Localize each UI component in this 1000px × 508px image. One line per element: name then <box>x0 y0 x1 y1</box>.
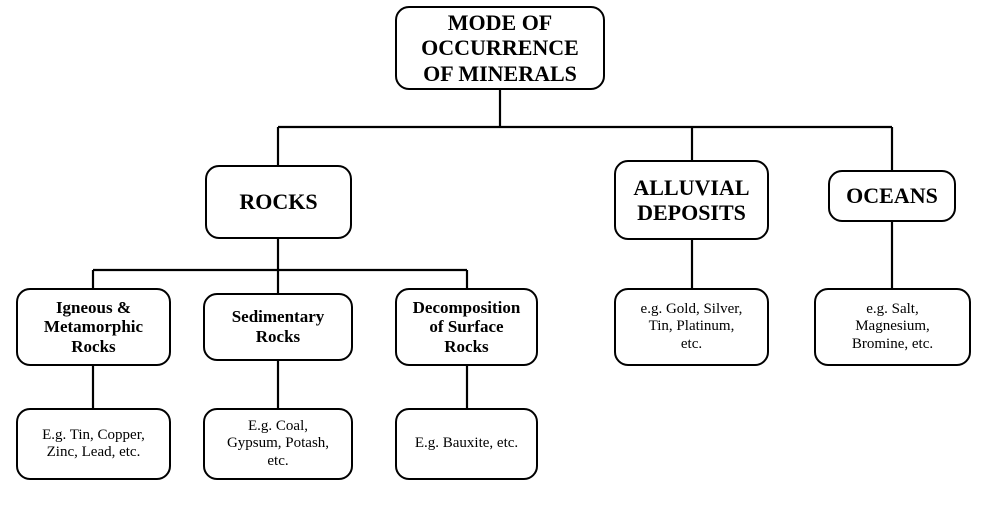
node-oceans: OCEANS <box>828 170 956 222</box>
node-alluvial: ALLUVIALDEPOSITS <box>614 160 769 240</box>
node-sedimentary-example: E.g. Coal,Gypsum, Potash,etc. <box>203 408 353 480</box>
node-oceans-example: e.g. Salt,Magnesium,Bromine, etc. <box>814 288 971 366</box>
node-decomp-example: E.g. Bauxite, etc. <box>395 408 538 480</box>
node-decomp-label: Decompositionof SurfaceRocks <box>413 298 521 357</box>
node-alluvial-example-label: e.g. Gold, Silver,Tin, Platinum,etc. <box>641 301 743 353</box>
node-alluvial-example: e.g. Gold, Silver,Tin, Platinum,etc. <box>614 288 769 366</box>
node-alluvial-label: ALLUVIALDEPOSITS <box>633 175 749 226</box>
node-sedimentary: SedimentaryRocks <box>203 293 353 361</box>
node-decomp: Decompositionof SurfaceRocks <box>395 288 538 366</box>
node-igneous-example-label: E.g. Tin, Copper,Zinc, Lead, etc. <box>42 427 145 462</box>
node-oceans-label: OCEANS <box>846 183 938 208</box>
node-sedimentary-example-label: E.g. Coal,Gypsum, Potash,etc. <box>227 418 329 470</box>
node-decomp-example-label: E.g. Bauxite, etc. <box>415 435 518 452</box>
node-root-label: MODE OFOCCURRENCEOF MINERALS <box>421 10 579 86</box>
node-rocks-label: ROCKS <box>239 189 317 214</box>
node-igneous-example: E.g. Tin, Copper,Zinc, Lead, etc. <box>16 408 171 480</box>
node-oceans-example-label: e.g. Salt,Magnesium,Bromine, etc. <box>852 301 933 353</box>
node-igneous-label: Igneous &MetamorphicRocks <box>44 298 143 357</box>
node-rocks: ROCKS <box>205 165 352 239</box>
node-sedimentary-label: SedimentaryRocks <box>232 307 325 346</box>
node-root: MODE OFOCCURRENCEOF MINERALS <box>395 6 605 90</box>
node-igneous: Igneous &MetamorphicRocks <box>16 288 171 366</box>
